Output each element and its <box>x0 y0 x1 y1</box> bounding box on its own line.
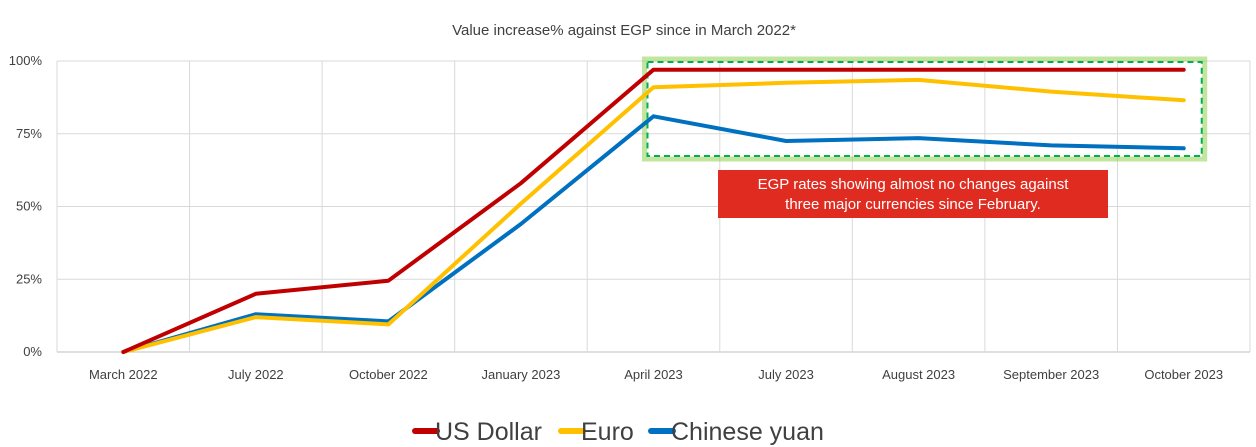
legend: US Dollar Euro Chinese yuan <box>412 418 824 446</box>
y-tick-label: 0% <box>23 344 42 359</box>
y-tick-label: 50% <box>16 199 42 214</box>
series-line-us-dollar <box>121 67 1186 354</box>
annotation: EGP rates showing almost no changes agai… <box>718 170 1108 218</box>
highlight-glow <box>642 56 1208 162</box>
series-line-euro <box>121 77 1186 354</box>
annotation-box <box>718 170 1108 218</box>
x-tick-label: January 2023 <box>482 367 561 382</box>
x-axis-ticks: March 2022 July 2022 October 2022 January 2… <box>89 367 1223 382</box>
chart-title: Value increase% against EGP since in Mar… <box>452 22 796 39</box>
y-tick-label: 75% <box>16 126 42 141</box>
x-tick-label: October 2023 <box>1144 367 1223 382</box>
legend-label: Euro <box>581 418 634 446</box>
annotation-text: three major currencies since February. <box>785 196 1041 213</box>
series-lines <box>121 67 1186 354</box>
y-axis-ticks: 0% 25% 50% 75% 100% <box>9 53 43 359</box>
x-tick-label: September 2023 <box>1003 367 1099 382</box>
y-tick-label: 100% <box>9 53 43 68</box>
legend-label: US Dollar <box>435 418 542 446</box>
x-tick-label: March 2022 <box>89 367 158 382</box>
x-tick-label: August 2023 <box>882 367 955 382</box>
series-line-chinese-yuan <box>121 114 1186 354</box>
y-tick-label: 25% <box>16 271 42 286</box>
x-tick-label: October 2022 <box>349 367 428 382</box>
annotation-text: EGP rates showing almost no changes agai… <box>758 176 1070 193</box>
highlight-region <box>642 56 1208 162</box>
x-tick-label: July 2022 <box>228 367 284 382</box>
highlight-box <box>646 61 1203 158</box>
legend-label: Chinese yuan <box>671 418 824 446</box>
x-tick-label: July 2023 <box>758 367 814 382</box>
x-tick-label: April 2023 <box>624 367 683 382</box>
